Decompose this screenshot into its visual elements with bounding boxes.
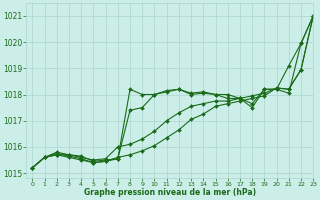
X-axis label: Graphe pression niveau de la mer (hPa): Graphe pression niveau de la mer (hPa)	[84, 188, 256, 197]
